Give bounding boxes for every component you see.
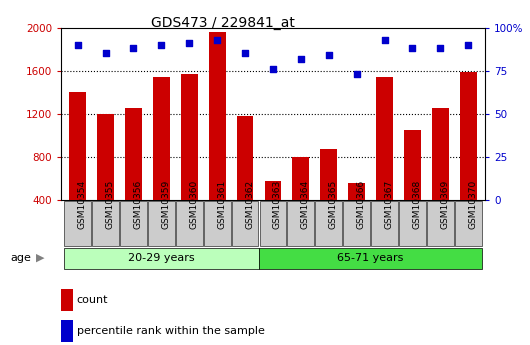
Text: GSM10368: GSM10368 — [412, 180, 421, 229]
FancyBboxPatch shape — [259, 247, 482, 269]
Text: GSM10354: GSM10354 — [78, 180, 87, 229]
FancyBboxPatch shape — [92, 201, 119, 246]
Text: GSM10369: GSM10369 — [440, 180, 449, 229]
Bar — [69, 92, 86, 243]
Text: ▶: ▶ — [36, 253, 44, 263]
FancyBboxPatch shape — [343, 201, 370, 246]
Point — [157, 42, 165, 48]
Point — [436, 46, 445, 51]
Text: GSM10355: GSM10355 — [105, 180, 114, 229]
FancyBboxPatch shape — [455, 201, 482, 246]
Text: count: count — [77, 295, 108, 305]
Bar — [125, 108, 142, 243]
Text: GSM10366: GSM10366 — [357, 180, 366, 229]
Point — [352, 71, 361, 77]
Bar — [209, 32, 226, 243]
Text: GSM10364: GSM10364 — [301, 180, 310, 229]
FancyBboxPatch shape — [399, 201, 426, 246]
Text: GSM10359: GSM10359 — [161, 180, 170, 229]
Point — [381, 37, 389, 42]
FancyBboxPatch shape — [371, 201, 398, 246]
Text: GSM10370: GSM10370 — [468, 180, 477, 229]
Bar — [97, 114, 114, 243]
Point — [324, 52, 333, 58]
FancyBboxPatch shape — [64, 247, 259, 269]
Point — [129, 46, 138, 51]
Point — [408, 46, 417, 51]
Bar — [264, 181, 281, 243]
Point — [185, 40, 193, 46]
Bar — [432, 108, 449, 243]
Text: GSM10365: GSM10365 — [329, 180, 338, 229]
Point — [213, 37, 222, 42]
Point — [269, 66, 277, 72]
Bar — [460, 72, 476, 243]
Bar — [376, 77, 393, 243]
FancyBboxPatch shape — [315, 201, 342, 246]
Text: 20-29 years: 20-29 years — [128, 253, 195, 263]
FancyBboxPatch shape — [120, 201, 147, 246]
FancyBboxPatch shape — [260, 201, 286, 246]
FancyBboxPatch shape — [176, 201, 202, 246]
Text: age: age — [11, 253, 31, 263]
Bar — [181, 74, 198, 243]
Text: GSM10363: GSM10363 — [273, 180, 282, 229]
Point — [297, 56, 305, 61]
Text: GSM10362: GSM10362 — [245, 180, 254, 229]
Text: GSM10361: GSM10361 — [217, 180, 226, 229]
FancyBboxPatch shape — [287, 201, 314, 246]
Point — [464, 42, 472, 48]
Bar — [61, 289, 73, 311]
FancyBboxPatch shape — [427, 201, 454, 246]
Bar — [348, 183, 365, 243]
FancyBboxPatch shape — [148, 201, 175, 246]
Text: percentile rank within the sample: percentile rank within the sample — [77, 326, 264, 336]
Bar — [404, 130, 421, 243]
Point — [74, 42, 82, 48]
Text: 65-71 years: 65-71 years — [338, 253, 404, 263]
Bar — [293, 157, 309, 243]
Text: GSM10356: GSM10356 — [134, 180, 143, 229]
Point — [101, 51, 110, 56]
FancyBboxPatch shape — [232, 201, 259, 246]
Bar — [237, 116, 253, 243]
FancyBboxPatch shape — [204, 201, 231, 246]
Text: GSM10360: GSM10360 — [189, 180, 198, 229]
FancyBboxPatch shape — [64, 201, 91, 246]
Bar — [153, 77, 170, 243]
Point — [241, 51, 249, 56]
Text: GDS473 / 229841_at: GDS473 / 229841_at — [151, 16, 295, 30]
Text: GSM10367: GSM10367 — [385, 180, 394, 229]
Bar — [61, 320, 73, 342]
Bar — [320, 149, 337, 243]
